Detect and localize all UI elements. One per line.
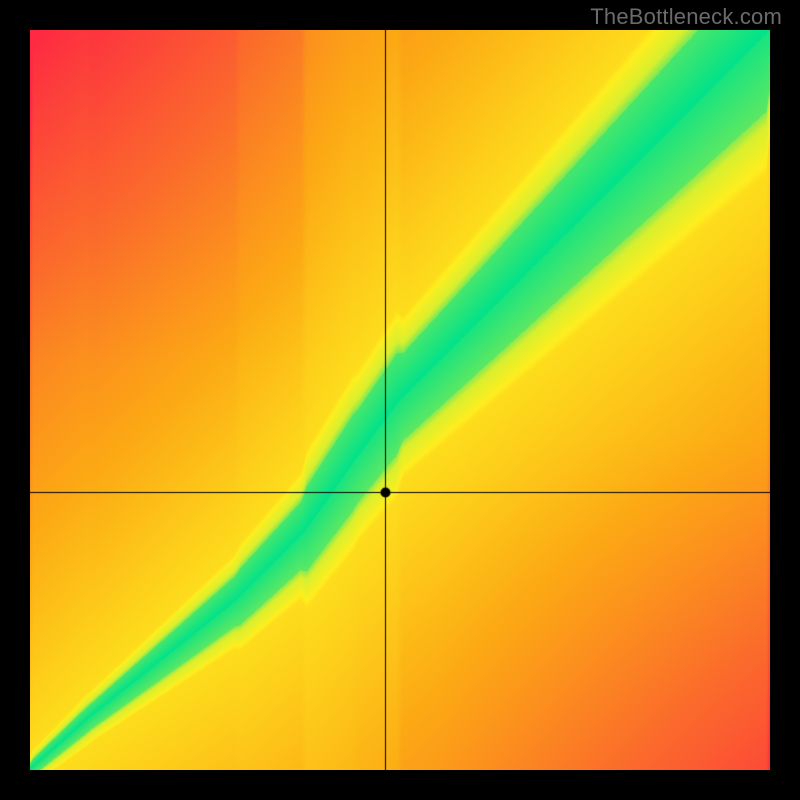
bottleneck-heatmap bbox=[30, 30, 770, 770]
heatmap-canvas bbox=[30, 30, 770, 770]
attribution-text: TheBottleneck.com bbox=[590, 4, 782, 30]
